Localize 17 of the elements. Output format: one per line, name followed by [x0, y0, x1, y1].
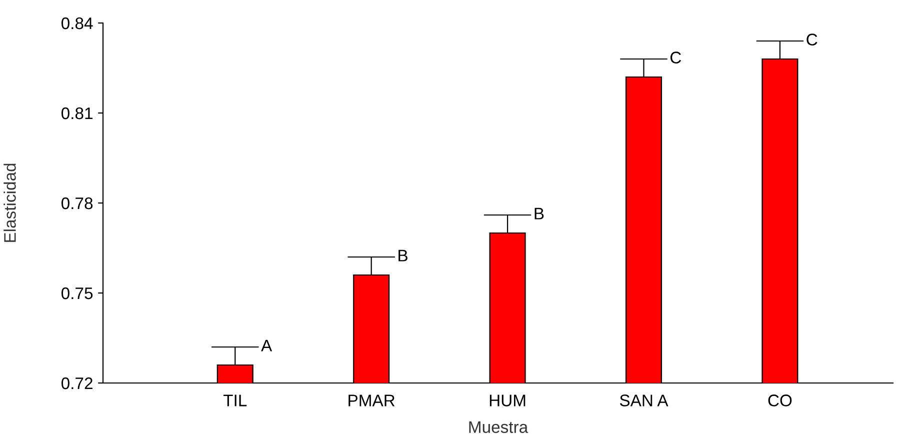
- x-tick-label: SAN A: [620, 394, 668, 406]
- x-tick-label: TIL: [223, 394, 247, 406]
- annotation: B: [398, 250, 408, 262]
- annotation: C: [806, 34, 818, 46]
- y-tick-label: 0.84: [61, 17, 93, 30]
- y-axis-title: Elasticidad: [4, 164, 16, 242]
- y-tick-label: 0.72: [61, 377, 92, 390]
- y-tick-label: 0.78: [61, 197, 93, 210]
- y-tick-label: 0.81: [61, 107, 92, 120]
- annotation: B: [534, 208, 544, 220]
- x-tick-label: CO: [768, 394, 792, 406]
- annotation: A: [261, 340, 272, 352]
- x-axis-title: Muestra: [469, 421, 528, 433]
- y-tick-label: 0.75: [61, 287, 93, 300]
- x-tick-label: HUM: [490, 394, 526, 406]
- annotation: C: [670, 52, 682, 64]
- x-tick-label: PMAR: [348, 394, 395, 406]
